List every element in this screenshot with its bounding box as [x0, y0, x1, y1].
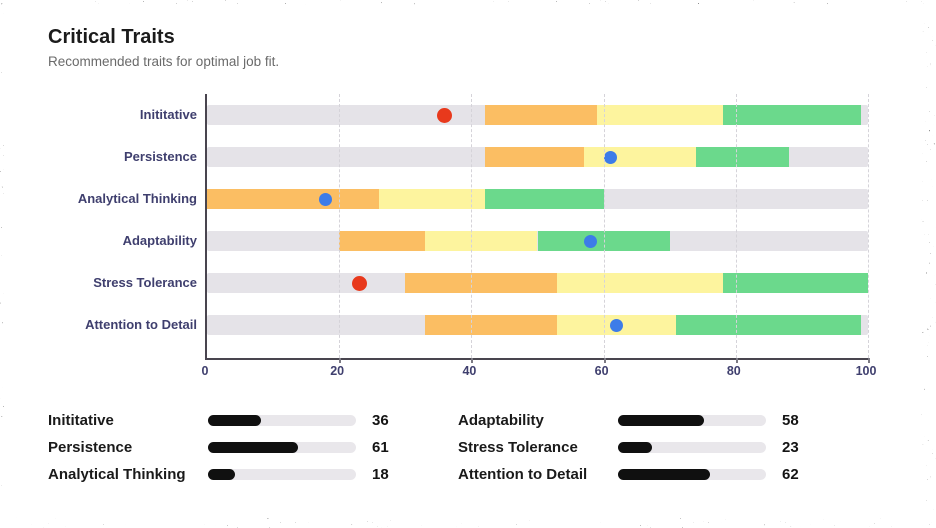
- summary-score-value: 18: [372, 466, 389, 483]
- score-marker-blue[interactable]: [583, 234, 597, 248]
- summary-score-bar-track: [618, 442, 766, 453]
- axis-tick-100: [868, 358, 870, 363]
- band-orange: [484, 147, 584, 167]
- gridline-100: [868, 94, 869, 358]
- traits-band-chart: [205, 94, 870, 363]
- summary-score-bar-fill: [208, 469, 235, 480]
- summary-score-bar-fill: [618, 469, 710, 480]
- band-orange: [484, 105, 597, 125]
- summary-score-bar-fill: [618, 415, 704, 426]
- summary-score-bar-track: [618, 469, 766, 480]
- band-green: [696, 147, 789, 167]
- x-tick-label-100: 100: [855, 364, 877, 378]
- summary-trait-label: Inititative: [48, 412, 114, 429]
- score-marker-blue[interactable]: [603, 150, 617, 164]
- gridline-20: [339, 94, 341, 358]
- trait-label: Analytical Thinking: [77, 191, 197, 206]
- summary-trait-label: Stress Tolerance: [458, 439, 578, 456]
- summary-score-bar-fill: [208, 415, 262, 426]
- score-marker-blue[interactable]: [319, 192, 333, 206]
- band-yellow: [425, 231, 538, 251]
- axis-tick-80: [735, 358, 738, 363]
- summary-trait-label: Attention to Detail: [458, 466, 588, 483]
- band-green: [722, 273, 868, 293]
- summary-score-bar-fill: [618, 442, 653, 453]
- summary-score-bar-track: [208, 415, 356, 426]
- trait-row: [207, 231, 868, 251]
- summary-score-bar-track: [208, 442, 356, 453]
- summary-trait-label: Analytical Thinking: [48, 466, 186, 483]
- band-orange: [207, 189, 379, 209]
- gridline-40: [471, 94, 473, 358]
- score-marker-red[interactable]: [351, 275, 367, 291]
- summary-score-bar-fill: [208, 442, 299, 453]
- summary-score-value: 61: [372, 439, 389, 456]
- band-orange: [425, 315, 558, 335]
- summary-score-value: 58: [782, 412, 799, 429]
- band-green: [722, 105, 862, 125]
- summary-score-bar-track: [208, 469, 356, 480]
- page-subtitle: Recommended traits for optimal job fit.: [48, 54, 280, 69]
- x-tick-label-0: 0: [201, 364, 209, 378]
- band-yellow: [557, 273, 723, 293]
- band-orange: [405, 273, 558, 293]
- summary-score-value: 23: [782, 439, 799, 456]
- gridline-80: [735, 94, 737, 358]
- band-yellow: [378, 189, 485, 209]
- trait-label: Stress Tolerance: [93, 275, 197, 290]
- page-title: Critical Traits: [48, 26, 175, 48]
- summary-score-value: 62: [782, 466, 799, 483]
- band-yellow: [596, 105, 723, 125]
- band-orange: [339, 231, 426, 251]
- trait-row: [207, 189, 868, 209]
- trait-row: [207, 315, 868, 335]
- axis-tick-20: [339, 358, 342, 363]
- summary-trait-label: Adaptability: [458, 412, 544, 429]
- trait-label: Inititative: [139, 107, 197, 122]
- band-green: [676, 315, 862, 335]
- summary-score-value: 36: [372, 412, 389, 429]
- score-marker-blue[interactable]: [610, 318, 624, 332]
- trait-row: [207, 273, 868, 293]
- band-yellow: [583, 147, 697, 167]
- trait-label: Persistence: [124, 149, 197, 164]
- x-tick-label-80: 80: [726, 364, 741, 378]
- score-marker-red[interactable]: [437, 107, 453, 123]
- trait-label: Attention to Detail: [85, 317, 197, 332]
- critical-traits-card: [4, 5, 921, 518]
- x-tick-label-20: 20: [330, 364, 345, 378]
- summary-score-bar-track: [618, 415, 766, 426]
- trait-row: [207, 105, 868, 125]
- band-green: [484, 189, 604, 209]
- gridline-60: [603, 94, 605, 358]
- summary-trait-label: Persistence: [48, 439, 133, 456]
- axis-tick-40: [471, 358, 474, 363]
- trait-label: Adaptability: [122, 233, 197, 248]
- axis-tick-60: [603, 358, 606, 363]
- trait-row: [207, 147, 868, 167]
- x-tick-label-40: 40: [462, 364, 477, 378]
- x-tick-label-60: 60: [594, 364, 609, 378]
